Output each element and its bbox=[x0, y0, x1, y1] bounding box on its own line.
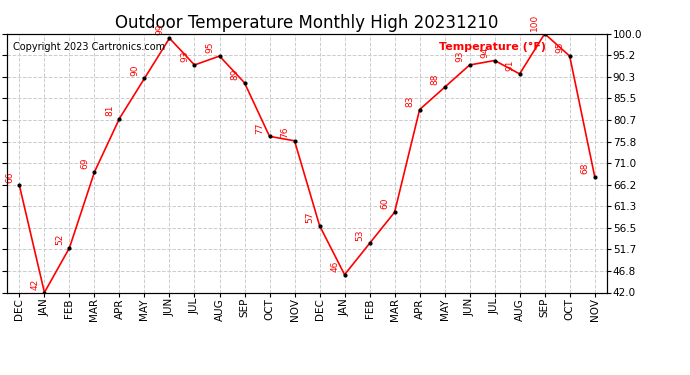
Text: 90: 90 bbox=[130, 64, 139, 76]
Text: 89: 89 bbox=[230, 69, 239, 80]
Text: Temperature (°F): Temperature (°F) bbox=[439, 42, 546, 52]
Text: 69: 69 bbox=[80, 158, 89, 169]
Text: 95: 95 bbox=[555, 42, 564, 53]
Text: 93: 93 bbox=[180, 51, 189, 62]
Text: 99: 99 bbox=[155, 24, 164, 35]
Text: 46: 46 bbox=[331, 261, 339, 272]
Text: 68: 68 bbox=[580, 162, 589, 174]
Text: 94: 94 bbox=[480, 46, 489, 58]
Text: 95: 95 bbox=[206, 42, 215, 53]
Title: Outdoor Temperature Monthly High 20231210: Outdoor Temperature Monthly High 2023121… bbox=[115, 14, 499, 32]
Text: 66: 66 bbox=[6, 171, 14, 183]
Text: 52: 52 bbox=[55, 234, 64, 245]
Text: 77: 77 bbox=[255, 122, 264, 134]
Text: 88: 88 bbox=[431, 73, 440, 84]
Text: 57: 57 bbox=[306, 211, 315, 223]
Text: 93: 93 bbox=[455, 51, 464, 62]
Text: 100: 100 bbox=[531, 14, 540, 31]
Text: 42: 42 bbox=[30, 279, 39, 290]
Text: Copyright 2023 Cartronics.com: Copyright 2023 Cartronics.com bbox=[13, 42, 165, 51]
Text: 53: 53 bbox=[355, 229, 364, 241]
Text: 76: 76 bbox=[280, 126, 289, 138]
Text: 91: 91 bbox=[506, 60, 515, 71]
Text: 81: 81 bbox=[106, 104, 115, 116]
Text: 60: 60 bbox=[380, 198, 389, 209]
Text: 83: 83 bbox=[406, 95, 415, 107]
